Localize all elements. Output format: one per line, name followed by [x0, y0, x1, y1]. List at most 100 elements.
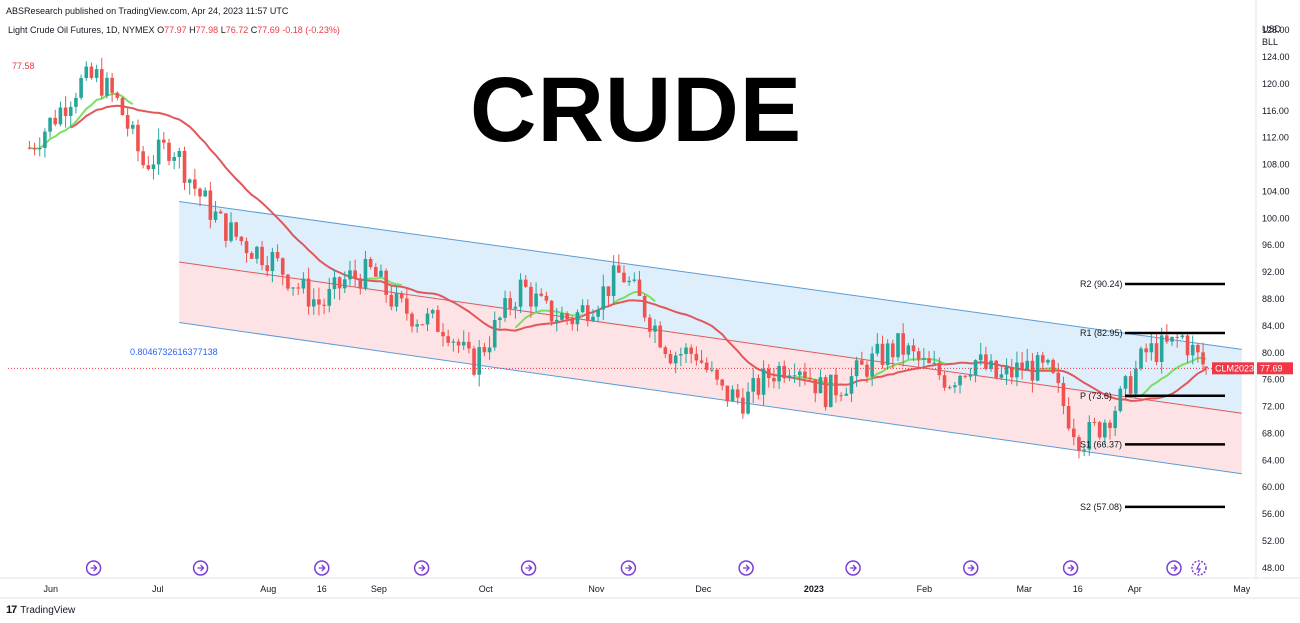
- event-arrow-icon: [418, 564, 426, 572]
- candle-body: [74, 97, 78, 107]
- candle-body: [1092, 421, 1097, 423]
- candle-body: [291, 287, 295, 289]
- candle-body: [658, 325, 662, 348]
- candle-body: [787, 375, 792, 379]
- candle-body: [1066, 406, 1071, 429]
- candle-body: [529, 286, 533, 307]
- candle-body: [534, 293, 538, 307]
- unit-label: BLL: [1262, 37, 1279, 47]
- candle-body: [498, 317, 502, 320]
- y-tick-label: 60.00: [1262, 482, 1285, 492]
- candle-body: [844, 393, 849, 396]
- candle-body: [684, 347, 688, 354]
- candle-body: [932, 362, 936, 364]
- candle-body: [1170, 336, 1174, 342]
- candle-body: [891, 343, 895, 358]
- candle-body: [756, 378, 761, 395]
- candle-body: [405, 298, 409, 314]
- y-tick-label: 112.00: [1262, 133, 1289, 143]
- candle-body: [741, 397, 745, 414]
- candle-body: [549, 300, 554, 322]
- candle-body: [193, 179, 197, 189]
- candle-body: [63, 107, 68, 116]
- candle-body: [958, 375, 962, 386]
- event-arrow-icon: [525, 564, 533, 572]
- candle-body: [849, 376, 854, 394]
- candle-body: [539, 293, 544, 296]
- candle-body: [999, 374, 1004, 378]
- candle-body: [813, 379, 818, 394]
- candle-body: [415, 324, 419, 327]
- candle-body: [492, 319, 497, 348]
- instrument-name: Light Crude Oil Futures, 1D, NYMEX: [8, 25, 155, 35]
- candle-body: [606, 286, 611, 297]
- candle-body: [249, 253, 254, 259]
- candle-body: [761, 368, 766, 395]
- candle-body: [358, 278, 363, 289]
- candle-body: [1103, 422, 1107, 438]
- candle-body: [679, 353, 683, 356]
- pivot-label-s1: S1 (66.37): [1080, 439, 1122, 449]
- candle-body: [1149, 343, 1154, 353]
- candle-body: [947, 387, 952, 389]
- candle-body: [984, 354, 988, 369]
- candle-body: [715, 369, 719, 380]
- candle-body: [885, 343, 890, 366]
- candle-body: [337, 277, 342, 289]
- candle-body: [777, 365, 781, 382]
- candle-body: [151, 164, 156, 170]
- candle-body: [523, 279, 528, 287]
- x-tick-label: Dec: [695, 584, 712, 594]
- y-tick-label: 104.00: [1262, 186, 1290, 196]
- candle-body: [906, 345, 911, 355]
- candle-body: [1128, 376, 1133, 394]
- candle-body: [441, 331, 445, 337]
- candle-body: [911, 345, 916, 352]
- y-tick-label: 108.00: [1262, 160, 1290, 170]
- candle-body: [596, 309, 600, 317]
- candle-body: [467, 341, 471, 349]
- candle-body: [978, 354, 983, 361]
- candle-body: [110, 77, 114, 93]
- candle-body: [746, 391, 750, 414]
- candle-body: [420, 324, 425, 326]
- candle-body: [187, 179, 192, 183]
- candle-body: [239, 236, 244, 242]
- candle-body: [627, 280, 631, 283]
- candle-body: [720, 379, 725, 386]
- candle-body: [689, 347, 693, 354]
- axis-currency: USD BLL: [1262, 23, 1281, 49]
- candle-body: [860, 360, 864, 365]
- instrument-legend: Light Crude Oil Futures, 1D, NYMEX O77.9…: [8, 25, 340, 35]
- candle-body: [1113, 410, 1117, 429]
- candle-body: [374, 267, 378, 277]
- candle-body: [125, 115, 130, 129]
- candle-body: [368, 258, 373, 268]
- candle-body: [68, 106, 73, 116]
- candle-body: [208, 190, 213, 220]
- candle-body: [896, 333, 900, 358]
- candle-body: [275, 252, 280, 259]
- candle-body: [53, 117, 58, 125]
- x-tick-label: May: [1233, 584, 1251, 594]
- candle-body: [1118, 388, 1123, 411]
- candle-body: [224, 213, 228, 241]
- candle-body: [617, 265, 621, 273]
- x-tick-label: Feb: [917, 584, 933, 594]
- event-arrow-icon: [197, 564, 205, 572]
- y-tick-label: 68.00: [1262, 428, 1285, 438]
- candle-body: [637, 279, 642, 297]
- candle-body: [937, 362, 942, 376]
- candle-body: [1077, 437, 1081, 451]
- candle-body: [348, 270, 352, 280]
- candle-body: [870, 353, 874, 377]
- candle-body: [1154, 343, 1159, 362]
- candle-body: [1123, 376, 1128, 389]
- candle-body: [1165, 335, 1169, 342]
- candle-body: [927, 358, 931, 364]
- ohlc-high: 77.98: [195, 25, 219, 35]
- candle-body: [1087, 421, 1092, 450]
- y-tick-label: 124.00: [1262, 52, 1290, 62]
- candle-body: [1201, 352, 1205, 365]
